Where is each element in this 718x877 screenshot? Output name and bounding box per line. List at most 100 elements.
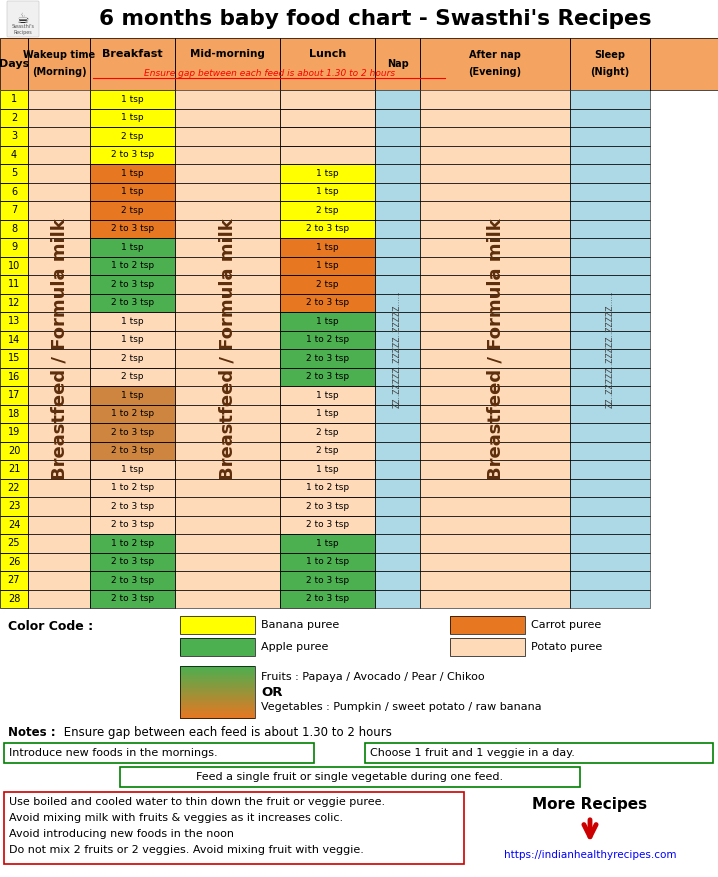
Text: 1 tsp: 1 tsp bbox=[316, 410, 339, 418]
Bar bbox=[0, 589, 28, 608]
Text: Sleep: Sleep bbox=[595, 50, 625, 60]
Bar bbox=[0, 534, 28, 553]
Bar bbox=[28, 571, 90, 589]
Bar bbox=[180, 701, 255, 702]
Bar bbox=[450, 616, 525, 634]
Text: 13: 13 bbox=[8, 317, 20, 326]
Bar bbox=[175, 423, 280, 441]
Bar bbox=[650, 38, 718, 90]
Bar bbox=[280, 238, 375, 256]
Bar bbox=[90, 534, 175, 553]
Bar bbox=[375, 109, 420, 127]
Bar bbox=[570, 90, 650, 109]
Text: 1 tsp: 1 tsp bbox=[316, 168, 339, 178]
Bar bbox=[90, 571, 175, 589]
Bar bbox=[28, 589, 90, 608]
Bar bbox=[180, 697, 255, 699]
Text: Fruits : Papaya / Avocado / Pear / Chikoo: Fruits : Papaya / Avocado / Pear / Chiko… bbox=[261, 672, 485, 682]
Bar bbox=[375, 219, 420, 238]
Bar bbox=[0, 256, 28, 275]
Bar bbox=[0, 238, 28, 256]
Bar bbox=[570, 256, 650, 275]
Bar bbox=[0, 275, 28, 294]
Bar bbox=[4, 743, 314, 763]
Bar bbox=[570, 182, 650, 201]
Bar bbox=[0, 219, 28, 238]
Bar bbox=[375, 109, 420, 127]
Bar bbox=[280, 497, 375, 516]
Bar bbox=[280, 256, 375, 275]
Bar bbox=[450, 616, 525, 634]
Bar bbox=[180, 686, 255, 688]
Bar bbox=[90, 201, 175, 219]
Bar bbox=[175, 90, 280, 109]
Bar bbox=[420, 534, 570, 553]
Bar bbox=[0, 367, 28, 386]
Bar bbox=[28, 146, 90, 164]
Text: 25: 25 bbox=[8, 538, 20, 548]
Bar bbox=[420, 441, 570, 460]
Bar bbox=[420, 553, 570, 571]
Bar bbox=[375, 589, 420, 608]
Bar bbox=[570, 571, 650, 589]
Bar bbox=[180, 688, 255, 689]
Bar bbox=[90, 367, 175, 386]
Bar bbox=[375, 312, 420, 331]
Bar bbox=[375, 201, 420, 219]
Text: 6 months baby food chart - Swasthi's Recipes: 6 months baby food chart - Swasthi's Rec… bbox=[99, 9, 651, 29]
Bar bbox=[0, 423, 28, 441]
Bar bbox=[90, 127, 175, 146]
Bar bbox=[180, 667, 255, 668]
Bar bbox=[570, 201, 650, 219]
Bar bbox=[570, 534, 650, 553]
Bar bbox=[180, 685, 255, 687]
Text: 6: 6 bbox=[11, 187, 17, 196]
Text: 1 tsp: 1 tsp bbox=[121, 95, 144, 103]
Text: Lunch: Lunch bbox=[309, 48, 346, 59]
Bar bbox=[28, 238, 90, 256]
Bar bbox=[420, 479, 570, 497]
Bar bbox=[570, 404, 650, 423]
Bar bbox=[420, 497, 570, 516]
Bar bbox=[28, 127, 90, 146]
Bar bbox=[90, 38, 175, 90]
Bar bbox=[28, 553, 90, 571]
Bar bbox=[90, 497, 175, 516]
Bar bbox=[180, 671, 255, 673]
Bar bbox=[175, 497, 280, 516]
Bar bbox=[28, 386, 90, 404]
Bar bbox=[420, 238, 570, 256]
Bar bbox=[28, 275, 90, 294]
Bar bbox=[280, 423, 375, 441]
Bar bbox=[375, 386, 420, 404]
Bar bbox=[90, 256, 175, 275]
Bar bbox=[420, 90, 570, 109]
Text: Color Code :: Color Code : bbox=[8, 620, 93, 633]
Text: 26: 26 bbox=[8, 557, 20, 567]
Bar bbox=[0, 90, 28, 109]
Bar bbox=[175, 367, 280, 386]
Bar bbox=[28, 275, 90, 294]
Bar bbox=[90, 275, 175, 294]
Text: 2 tsp: 2 tsp bbox=[316, 280, 339, 289]
Bar bbox=[180, 700, 255, 702]
Bar bbox=[375, 497, 420, 516]
Bar bbox=[570, 367, 650, 386]
Bar bbox=[570, 423, 650, 441]
Bar bbox=[280, 331, 375, 349]
Bar bbox=[180, 696, 255, 698]
Bar bbox=[90, 534, 175, 553]
Bar bbox=[0, 534, 28, 553]
Bar bbox=[180, 684, 255, 686]
Bar bbox=[570, 109, 650, 127]
Bar bbox=[90, 404, 175, 423]
Bar bbox=[280, 294, 375, 312]
Bar bbox=[280, 109, 375, 127]
Bar bbox=[280, 553, 375, 571]
Text: Do not mix 2 fruits or 2 veggies. Avoid mixing fruit with veggie.: Do not mix 2 fruits or 2 veggies. Avoid … bbox=[9, 845, 364, 855]
Bar bbox=[180, 705, 255, 706]
Text: 2 tsp: 2 tsp bbox=[316, 446, 339, 455]
Bar bbox=[28, 479, 90, 497]
Bar bbox=[175, 386, 280, 404]
Text: After nap: After nap bbox=[469, 50, 521, 60]
